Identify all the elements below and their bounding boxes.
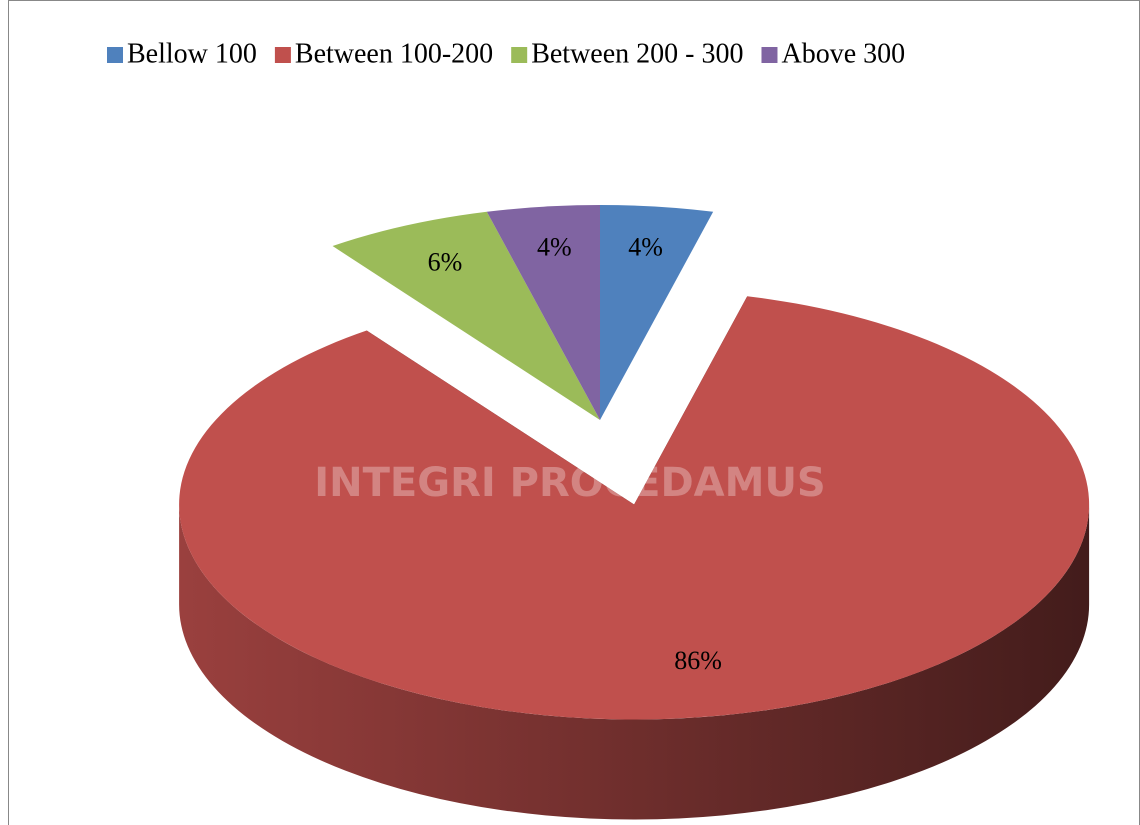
slice-top bbox=[486, 205, 600, 420]
legend-swatch bbox=[274, 47, 291, 63]
legend-label: Between 200 - 300 bbox=[531, 38, 743, 69]
slice-top bbox=[332, 211, 600, 420]
slice-wall bbox=[179, 504, 1090, 820]
data-label: 6% bbox=[428, 247, 463, 276]
data-label: 86% bbox=[674, 646, 722, 675]
watermark: INTEGRI PROCEDAMUS bbox=[314, 460, 825, 506]
slice-top bbox=[179, 296, 1090, 720]
data-label: 4% bbox=[537, 232, 572, 261]
legend-swatch bbox=[511, 47, 528, 63]
legend-swatch bbox=[761, 47, 778, 63]
legend-label: Above 300 bbox=[781, 38, 905, 69]
slice-top bbox=[600, 205, 714, 420]
legend-label: Between 100-200 bbox=[295, 38, 493, 69]
legend-label: Bellow 100 bbox=[127, 38, 257, 69]
data-label: 4% bbox=[628, 232, 663, 261]
legend-swatch bbox=[107, 47, 123, 63]
